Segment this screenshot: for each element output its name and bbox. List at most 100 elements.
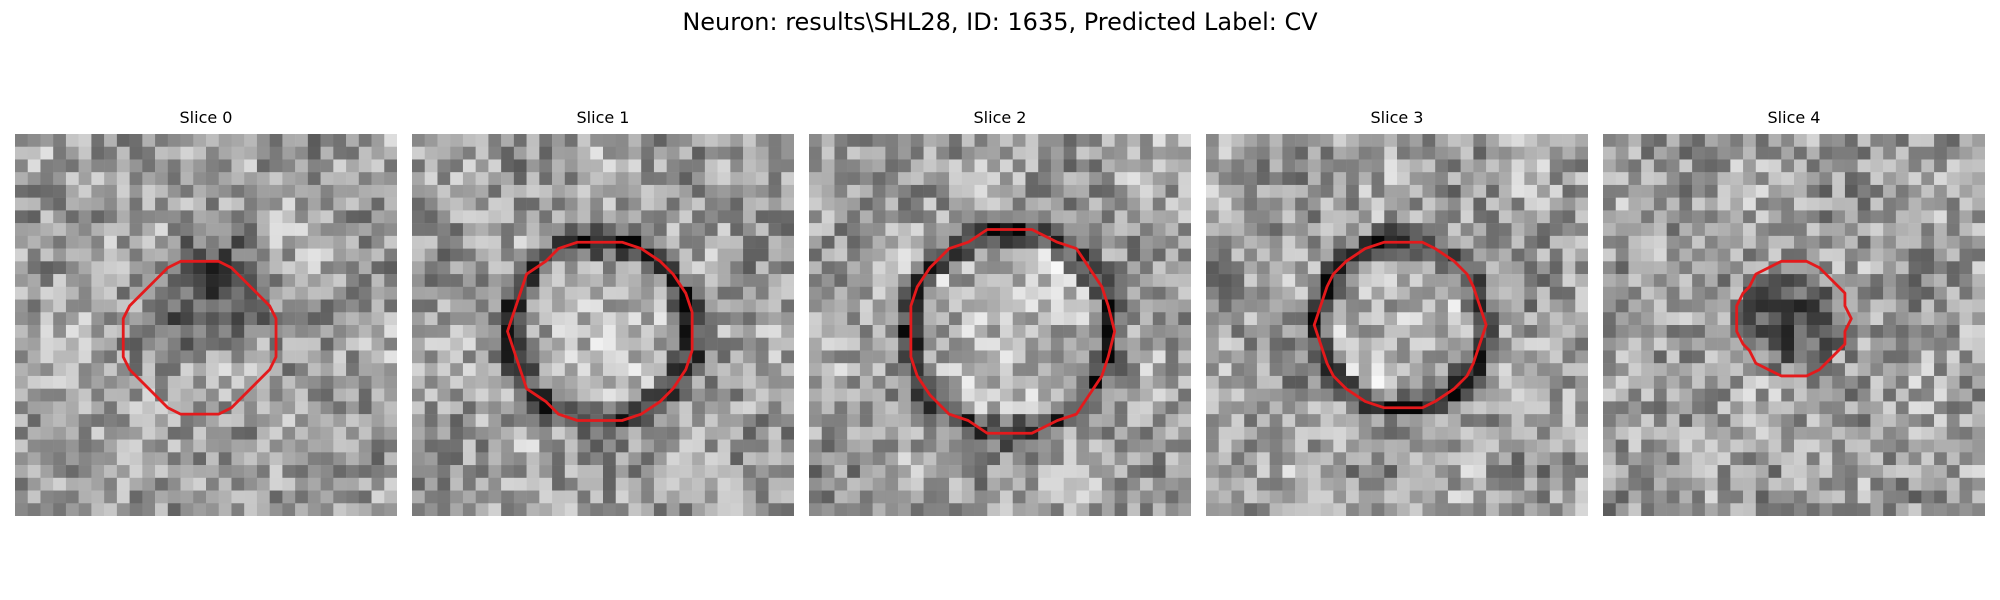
pixel	[1358, 261, 1372, 275]
pixel	[834, 426, 848, 440]
pixel	[1127, 299, 1141, 313]
pixel	[1127, 375, 1141, 389]
pixel	[1692, 401, 1706, 415]
pixel	[307, 325, 321, 338]
pixel	[65, 235, 79, 249]
pixel	[320, 426, 334, 440]
pixel	[936, 477, 950, 491]
pixel	[1282, 197, 1296, 211]
pixel	[320, 223, 334, 237]
pixel	[27, 490, 41, 504]
pixel	[1628, 299, 1642, 313]
pixel	[1755, 312, 1769, 326]
pixel	[282, 363, 296, 377]
pixel	[1730, 477, 1744, 491]
pixel	[475, 388, 489, 402]
pixel	[692, 401, 706, 415]
pixel	[526, 235, 540, 249]
pixel	[1050, 159, 1064, 173]
pixel	[437, 439, 451, 453]
pixel	[346, 159, 360, 173]
pixel	[1666, 490, 1680, 504]
pixel	[333, 426, 347, 440]
pixel	[603, 197, 616, 211]
pixel	[1921, 452, 1935, 466]
pixel	[307, 375, 321, 389]
pixel	[961, 337, 975, 351]
pixel	[1063, 401, 1077, 415]
pixel	[40, 477, 54, 491]
pixel	[615, 426, 629, 440]
pixel	[1921, 184, 1935, 198]
pixel	[1794, 363, 1807, 377]
pixel	[1025, 503, 1039, 516]
pixel	[450, 337, 464, 351]
pixel	[333, 350, 347, 364]
pixel	[244, 477, 258, 491]
pixel	[1511, 159, 1525, 173]
pixel	[424, 312, 438, 326]
pixel	[1908, 172, 1922, 186]
pixel	[116, 146, 130, 160]
pixel	[1628, 223, 1642, 237]
pixel	[1730, 235, 1744, 249]
pixel	[1295, 286, 1309, 300]
pixel	[526, 452, 540, 466]
pixel	[1549, 439, 1563, 453]
pixel	[1307, 388, 1321, 402]
pixel	[1628, 274, 1642, 288]
pixel	[552, 363, 566, 377]
pixel	[1653, 503, 1667, 516]
pixel	[142, 452, 156, 466]
pixel	[307, 426, 321, 440]
pixel	[1218, 401, 1232, 415]
pixel	[1140, 274, 1154, 288]
pixel	[193, 426, 207, 440]
pixel	[371, 426, 385, 440]
pixel	[1832, 159, 1846, 173]
pixel	[641, 426, 655, 440]
pixel	[743, 465, 757, 479]
pixel	[78, 261, 92, 275]
pixel	[167, 388, 181, 402]
pixel	[821, 159, 835, 173]
pixel	[961, 159, 975, 173]
pixel	[1870, 337, 1884, 351]
pixel	[1717, 363, 1731, 377]
pixel	[1653, 312, 1667, 326]
pixel	[1282, 503, 1296, 516]
pixel	[1641, 172, 1655, 186]
pixel	[1447, 235, 1461, 249]
pixel	[1218, 452, 1232, 466]
pixel	[539, 375, 553, 389]
pixel	[501, 159, 515, 173]
pixel	[1063, 503, 1077, 516]
pixel	[1832, 146, 1846, 160]
pixel	[424, 465, 438, 479]
pixel	[1562, 146, 1576, 160]
pixel	[320, 248, 334, 262]
pixel	[872, 223, 886, 237]
pixel	[1959, 401, 1973, 415]
pixel	[834, 159, 848, 173]
pixel	[384, 503, 397, 516]
pixel	[641, 477, 655, 491]
pixel	[679, 477, 693, 491]
pixel	[1165, 401, 1179, 415]
pixel	[692, 337, 706, 351]
pixel	[653, 134, 667, 147]
pixel	[1537, 375, 1551, 389]
pixel	[1628, 375, 1642, 389]
pixel	[898, 134, 912, 147]
pixel	[1653, 350, 1667, 364]
pixel	[513, 439, 527, 453]
pixel	[256, 350, 270, 364]
pixel	[53, 325, 67, 338]
pixel	[821, 261, 835, 275]
pixel	[1781, 350, 1795, 364]
pixel	[475, 134, 489, 147]
pixel	[1397, 363, 1410, 377]
pixel	[730, 274, 744, 288]
pixel	[1435, 503, 1449, 516]
pixel	[1615, 325, 1629, 338]
